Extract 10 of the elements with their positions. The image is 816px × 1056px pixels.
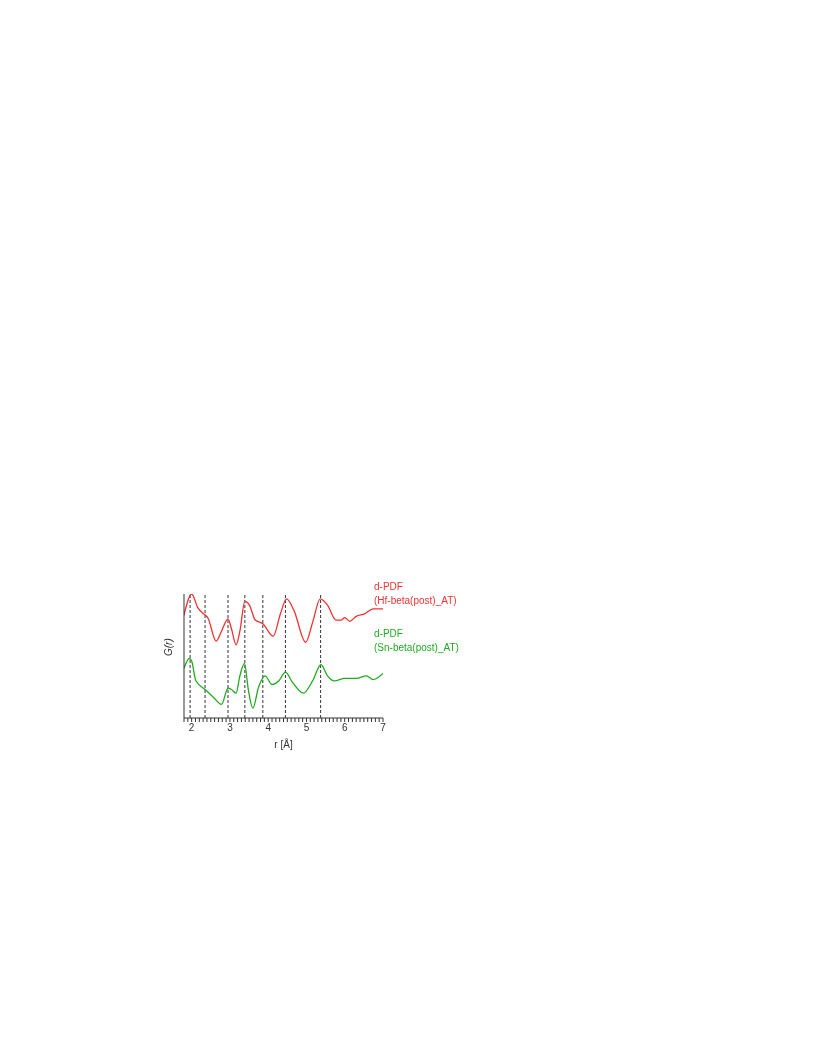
x-tick-label: 2 bbox=[188, 722, 195, 734]
x-tick-label: 7 bbox=[380, 722, 387, 734]
y-axis-title: G(r) bbox=[162, 638, 174, 656]
x-tick-label: 6 bbox=[341, 722, 348, 734]
x-tick-label: 4 bbox=[265, 722, 272, 734]
series-label: d-PDF (Hf-beta(post)_AT) bbox=[374, 580, 457, 608]
text: d-PDF (Sn-beta(post)_AT) bbox=[374, 627, 459, 655]
x-tick-label: 5 bbox=[303, 722, 310, 734]
x-tick-label: 3 bbox=[227, 722, 234, 734]
x-axis-title: r [Å] bbox=[274, 738, 293, 750]
